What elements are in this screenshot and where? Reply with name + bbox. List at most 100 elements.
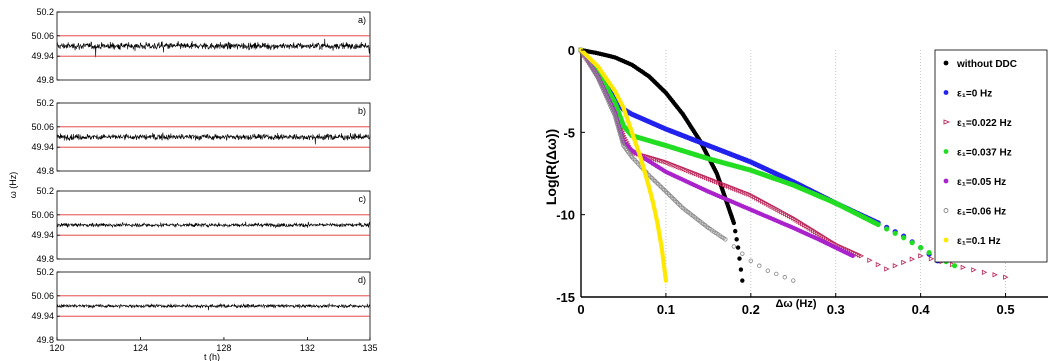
- series-7: [578, 47, 669, 283]
- y-tick-label: 50.2: [36, 7, 54, 17]
- data-point: [909, 256, 916, 262]
- legend-marker: [943, 208, 949, 213]
- x-tick-label: 132: [300, 343, 315, 353]
- left-panels-group: 50.2 50.06 49.94 49.8 a) 50.2 50.06 49.94 49.8 b)…: [31, 7, 377, 353]
- y-tick-label: 49.94: [31, 230, 54, 240]
- legend-marker: [943, 90, 949, 95]
- data-point: [782, 275, 787, 280]
- left-y-axis-label: ω (Hz): [8, 172, 18, 199]
- data-point: [740, 251, 745, 256]
- legend-label: ε₁=0 Hz: [957, 89, 992, 100]
- data-point: [735, 245, 741, 250]
- series-group: [578, 47, 1009, 283]
- data-point: [960, 264, 966, 271]
- data-point: [620, 139, 625, 144]
- data-point: [909, 240, 915, 246]
- legend-marker: [943, 119, 951, 125]
- data-point: [612, 113, 618, 119]
- y-tick-label: -15: [556, 290, 575, 305]
- data-point: [774, 271, 779, 277]
- data-point: [618, 132, 623, 138]
- x-tick-label: 0.2: [742, 302, 760, 317]
- panel-4: 50.2 50.06 49.94 49.8 d): [31, 267, 371, 345]
- data-point: [765, 268, 770, 273]
- data-point: [981, 269, 988, 275]
- data-point: [791, 278, 796, 283]
- panel-1: 50.2 50.06 49.94 49.8 a): [31, 7, 371, 85]
- panel-label: b): [358, 106, 366, 116]
- legend-marker: [943, 149, 949, 154]
- legend-label: ε₁=0.1 Hz: [957, 236, 1001, 247]
- data-point: [615, 124, 621, 129]
- data-point: [992, 272, 998, 278]
- x-tick-label: 0: [577, 302, 584, 317]
- legend-label: ε₁=0.06 Hz: [957, 207, 1006, 218]
- data-point: [731, 220, 737, 226]
- data-point: [875, 261, 882, 268]
- y-tick-label: 50.06: [31, 291, 54, 301]
- data-point: [884, 266, 890, 272]
- x-tick-label: 0.3: [827, 302, 845, 317]
- left-x-axis-label: t (h): [204, 352, 220, 361]
- y-tick-label: 49.8: [36, 254, 54, 264]
- panel-2: 50.2 50.06 49.94 49.8 b): [31, 98, 371, 176]
- panel-label: c): [359, 194, 367, 204]
- y-tick-label: 50.06: [31, 122, 54, 132]
- legend-label: ε₁=0.022 Hz: [957, 118, 1012, 129]
- data-point: [620, 141, 626, 146]
- y-tick-label: -10: [556, 208, 575, 223]
- data-point: [928, 256, 935, 262]
- frequency-trace: [56, 221, 371, 229]
- y-tick-label: 50.06: [31, 31, 54, 41]
- legend-box: [934, 49, 1048, 263]
- data-point: [858, 253, 865, 259]
- data-point: [901, 235, 907, 241]
- data-point: [613, 115, 618, 121]
- legend-marker: [943, 60, 949, 66]
- legend-label: ε₁=0.037 Hz: [957, 148, 1012, 159]
- data-point: [614, 120, 619, 125]
- data-point: [731, 244, 737, 249]
- data-point: [867, 257, 873, 263]
- frequency-trace: [56, 132, 371, 145]
- data-point: [616, 126, 621, 131]
- data-point: [1003, 274, 1009, 280]
- data-point: [971, 267, 977, 273]
- data-point: [952, 263, 958, 269]
- frequency-trace: [56, 38, 371, 58]
- data-point: [617, 130, 623, 136]
- data-point: [738, 267, 744, 272]
- series-6: [578, 47, 796, 283]
- data-point: [613, 117, 619, 123]
- data-point: [918, 253, 924, 259]
- x-tick-label: 0.1: [657, 302, 675, 317]
- legend-label: ε₁=0.05 Hz: [957, 177, 1006, 188]
- data-point: [926, 249, 932, 256]
- y-tick-label: 49.8: [36, 166, 54, 176]
- y-tick-label: 49.8: [36, 335, 54, 345]
- panel-3: 50.2 50.06 49.94 49.8 c): [31, 186, 371, 264]
- x-tick-label: 124: [133, 343, 148, 353]
- x-tick-label: 135: [362, 343, 377, 353]
- data-point: [918, 245, 924, 251]
- data-point: [663, 278, 669, 283]
- x-tick-label: 128: [216, 343, 231, 353]
- data-point: [892, 263, 899, 269]
- x-tick-label: 0.4: [912, 302, 931, 317]
- legend-marker: [943, 178, 949, 184]
- y-tick-label: 50.06: [31, 210, 54, 220]
- data-point: [737, 256, 742, 261]
- data-point: [615, 122, 620, 127]
- panel-label: a): [358, 15, 366, 25]
- data-point: [617, 128, 622, 133]
- legend: without DDC ε₁=0 Hz ε₁=0.022 Hz ε₁=0.037 Hz…: [934, 49, 1048, 263]
- data-point: [850, 253, 855, 259]
- x-tick-label: 0.5: [997, 302, 1015, 317]
- data-point: [740, 278, 745, 283]
- y-tick-label: 49.94: [31, 142, 54, 152]
- data-point: [884, 226, 890, 232]
- y-tick-label: 49.94: [31, 311, 54, 321]
- panel-label: d): [358, 275, 366, 285]
